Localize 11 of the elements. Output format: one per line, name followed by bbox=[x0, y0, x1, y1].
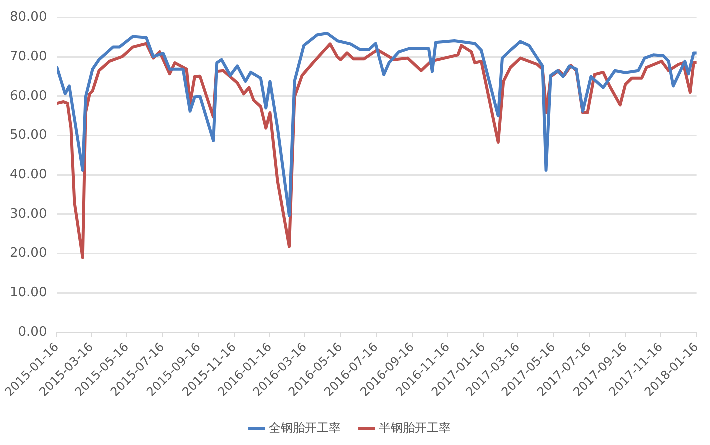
y-tick-label: 60.00 bbox=[10, 88, 48, 104]
y-tick-label: 70.00 bbox=[10, 50, 48, 65]
legend-label: 全钢胎开工率 bbox=[269, 421, 341, 436]
y-tick-label: 40.00 bbox=[10, 168, 48, 183]
y-tick-label: 10.00 bbox=[10, 286, 48, 301]
y-tick-label: 0.00 bbox=[18, 324, 48, 340]
y-tick-label: 20.00 bbox=[10, 246, 48, 262]
y-tick-label: 30.00 bbox=[10, 206, 48, 222]
y-tick-label: 50.00 bbox=[10, 128, 48, 144]
y-tick-label: 80.00 bbox=[10, 10, 48, 26]
legend-label: 半钢胎开工率 bbox=[379, 421, 451, 436]
